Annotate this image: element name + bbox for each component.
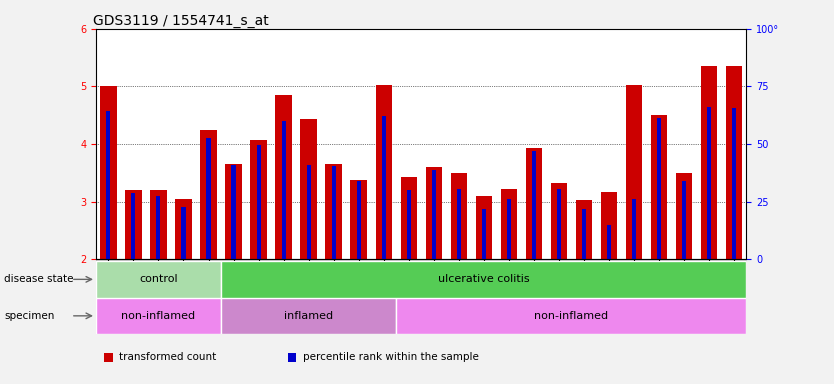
Text: control: control [139, 274, 178, 285]
Text: percentile rank within the sample: percentile rank within the sample [303, 352, 479, 362]
Bar [701, 66, 717, 259]
Bar [207, 138, 210, 259]
Text: ulcerative colitis: ulcerative colitis [438, 274, 530, 285]
Bar [350, 180, 367, 259]
Bar [132, 193, 135, 259]
Bar [400, 177, 417, 259]
Text: transformed count: transformed count [119, 352, 217, 362]
Bar [300, 119, 317, 259]
Bar [582, 209, 585, 259]
Bar [257, 145, 260, 259]
Bar [382, 116, 385, 259]
Bar [107, 111, 110, 259]
Text: non-inflamed: non-inflamed [535, 311, 608, 321]
Bar [396, 298, 746, 334]
Bar [175, 199, 192, 259]
Bar [525, 148, 542, 259]
Bar [96, 298, 221, 334]
Bar [651, 115, 667, 259]
Bar [707, 106, 711, 259]
Text: GDS3119 / 1554741_s_at: GDS3119 / 1554741_s_at [93, 14, 269, 28]
Bar [282, 121, 285, 259]
Bar [550, 183, 567, 259]
Bar [682, 181, 686, 259]
Bar [275, 95, 292, 259]
Bar [607, 225, 610, 259]
Bar [657, 118, 661, 259]
Bar [676, 173, 692, 259]
Bar [232, 165, 235, 259]
Bar [575, 200, 592, 259]
Bar [726, 66, 742, 259]
Text: non-inflamed: non-inflamed [122, 311, 195, 321]
Bar [182, 207, 185, 259]
Bar [432, 170, 435, 259]
Bar [125, 190, 142, 259]
Bar [357, 181, 360, 259]
Bar [632, 199, 636, 259]
Bar [221, 298, 396, 334]
Bar [450, 173, 467, 259]
Bar [407, 190, 410, 259]
Bar [557, 189, 560, 259]
Bar [250, 140, 267, 259]
Bar [457, 189, 460, 259]
Bar [96, 261, 221, 298]
Bar [425, 167, 442, 259]
Bar [150, 190, 167, 259]
Bar [307, 165, 310, 259]
Bar [507, 199, 510, 259]
Bar [325, 164, 342, 259]
Text: inflamed: inflamed [284, 311, 333, 321]
Bar [375, 85, 392, 259]
Text: specimen: specimen [4, 311, 54, 321]
Bar [225, 164, 242, 259]
Bar [221, 261, 746, 298]
Bar [475, 196, 492, 259]
Bar [532, 151, 535, 259]
Bar [482, 209, 485, 259]
Bar [732, 108, 736, 259]
Bar [200, 129, 217, 259]
Bar [100, 86, 117, 259]
Bar [626, 85, 642, 259]
Bar [157, 196, 160, 259]
Bar [332, 166, 335, 259]
Text: disease state: disease state [4, 274, 73, 285]
Bar [500, 189, 517, 259]
Bar [600, 192, 617, 259]
